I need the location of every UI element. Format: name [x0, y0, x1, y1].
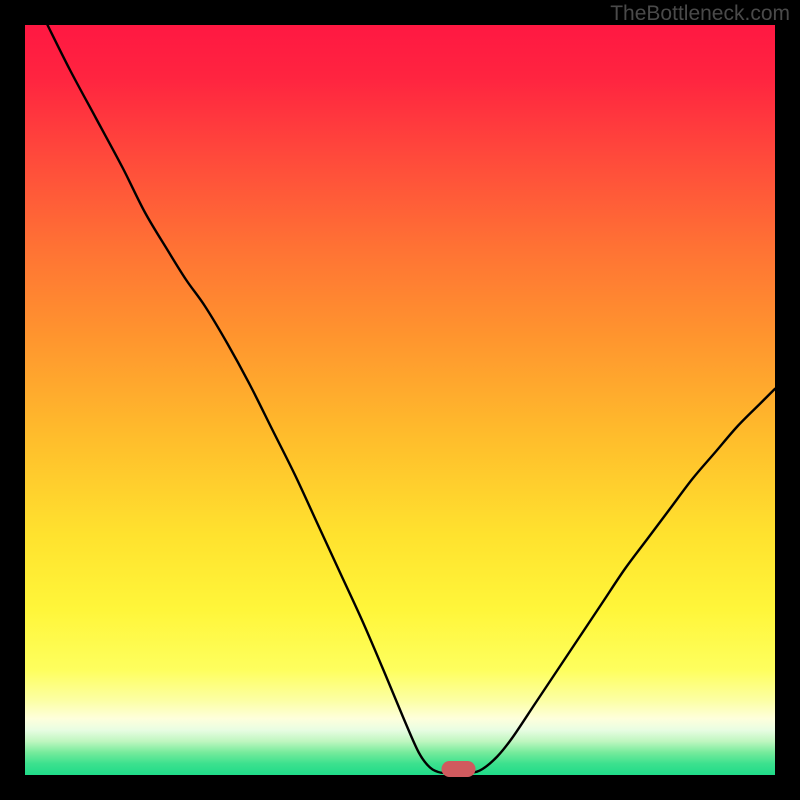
bottleneck-chart: TheBottleneck.com: [0, 0, 800, 800]
chart-svg: TheBottleneck.com: [0, 0, 800, 800]
watermark-text: TheBottleneck.com: [610, 2, 790, 25]
gradient-plot-background: [25, 25, 775, 775]
optimum-marker: [442, 761, 476, 777]
